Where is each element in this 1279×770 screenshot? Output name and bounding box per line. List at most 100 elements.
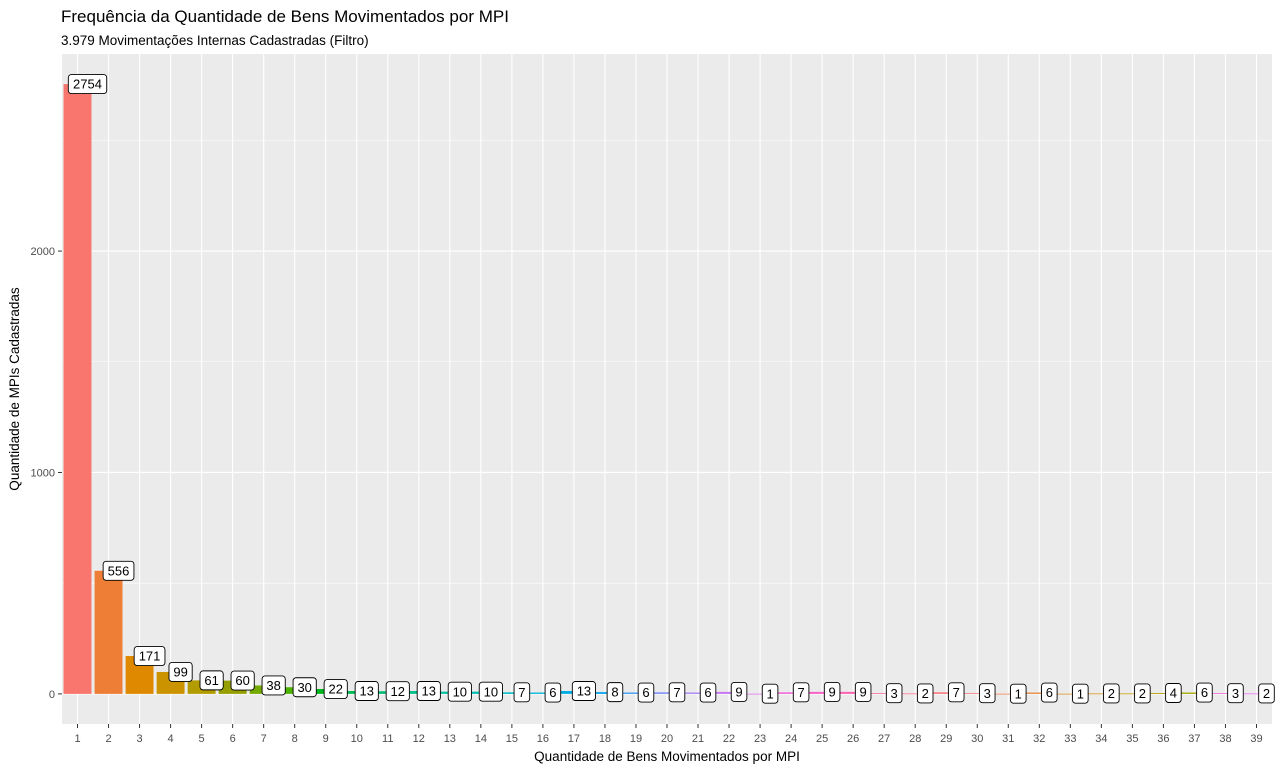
- data-label: 2754: [67, 74, 108, 95]
- data-label-text: 61: [204, 673, 218, 688]
- x-tick-label: 38: [1219, 733, 1231, 745]
- data-label: 99: [168, 662, 193, 682]
- data-label: 7: [792, 682, 810, 703]
- data-label-box: [513, 682, 531, 703]
- data-label-box: [354, 681, 379, 701]
- bar: [870, 693, 899, 695]
- data-label: 12: [385, 681, 410, 702]
- data-label: 6: [1041, 682, 1058, 703]
- bar: [1211, 693, 1240, 695]
- data-label-box: [1072, 683, 1089, 704]
- data-label: 10: [447, 681, 472, 702]
- data-label-box: [199, 670, 224, 691]
- chart-title: Frequência da Quantidade de Bens Movimen…: [61, 7, 509, 26]
- data-label: 2: [916, 683, 934, 704]
- data-label-box: [606, 682, 624, 703]
- x-tick-label: 5: [199, 733, 205, 745]
- data-label: 6: [1196, 682, 1213, 703]
- data-label-box: [230, 670, 255, 691]
- data-label-text: 6: [642, 685, 649, 700]
- bar: [94, 570, 123, 694]
- y-tick-label: 1000: [31, 467, 55, 479]
- data-label: 13: [416, 681, 441, 701]
- data-label-box: [699, 682, 717, 703]
- data-label-box: [854, 681, 872, 702]
- data-label-box: [1196, 682, 1213, 703]
- data-label: 60: [230, 670, 255, 691]
- data-label-text: 9: [829, 684, 836, 699]
- x-tick-label: 31: [1002, 733, 1014, 745]
- bar: [1180, 692, 1209, 694]
- data-label-box: [571, 681, 596, 701]
- x-tick-label: 9: [323, 733, 329, 745]
- data-label: 6: [544, 682, 562, 703]
- x-tick-label: 14: [475, 733, 487, 745]
- bar: [653, 692, 681, 694]
- data-label: 7: [513, 682, 531, 703]
- data-label-text: 7: [518, 685, 525, 700]
- data-label: 9: [854, 681, 872, 702]
- bar: [777, 692, 806, 694]
- x-tick-label: 2: [105, 733, 111, 745]
- x-tick-label: 28: [909, 733, 921, 745]
- data-label-box: [385, 681, 410, 702]
- x-tick-label: 18: [599, 733, 611, 745]
- data-label-box: [916, 683, 934, 704]
- x-tick-label: 37: [1188, 733, 1200, 745]
- x-tick-label: 34: [1095, 733, 1107, 745]
- data-label-text: 2: [1263, 686, 1270, 701]
- data-label-text: 9: [860, 684, 867, 699]
- x-tick-label: 13: [444, 733, 456, 745]
- data-label-text: 3: [984, 686, 991, 701]
- x-tick-label: 27: [878, 733, 890, 745]
- data-label-text: 22: [328, 682, 342, 697]
- y-tick-label: 0: [49, 689, 55, 701]
- data-label: 7: [668, 682, 686, 703]
- bar: [746, 693, 775, 695]
- data-label: 3: [885, 683, 903, 704]
- bar: [1025, 692, 1054, 694]
- bar: [839, 691, 868, 694]
- bar: [1087, 693, 1116, 695]
- bar: [497, 692, 526, 694]
- data-label-text: 13: [360, 684, 374, 699]
- data-label: 2: [1134, 683, 1151, 704]
- x-tick-label: 22: [723, 733, 735, 745]
- data-label-text: 6: [704, 685, 711, 700]
- data-label-text: 99: [173, 665, 187, 680]
- data-label: 1: [1010, 683, 1027, 704]
- data-label-box: [544, 682, 562, 703]
- data-label-box: [478, 681, 503, 702]
- data-label-text: 60: [235, 673, 249, 688]
- data-label-text: 7: [953, 685, 960, 700]
- data-label-text: 2: [1139, 686, 1146, 701]
- data-label-box: [637, 682, 655, 703]
- bar: [1149, 693, 1178, 694]
- x-tick-label: 30: [971, 733, 983, 745]
- data-label-box: [168, 662, 193, 682]
- chart-subtitle: 3.979 Movimentações Internas Cadastradas…: [61, 33, 369, 48]
- x-tick-label: 39: [1250, 733, 1262, 745]
- data-label-box: [67, 74, 108, 95]
- x-tick-label: 10: [351, 733, 363, 745]
- bar: [1118, 693, 1147, 695]
- x-axis-ticks: 1 2 3 4 5 6 7 8 9 10 11 12 13 14 15 16 17 18 19 20 21 22 23 24 2…: [74, 724, 1263, 745]
- data-label-text: 1: [766, 686, 773, 701]
- data-label: 13: [354, 681, 379, 701]
- x-tick-label: 8: [292, 733, 298, 745]
- data-label-text: 13: [577, 684, 591, 699]
- data-label-box: [1134, 683, 1151, 704]
- bar: [715, 691, 744, 694]
- data-label-text: 556: [108, 563, 130, 578]
- data-label: 10: [478, 681, 503, 702]
- y-axis-ticks: 0 1000 2000: [31, 246, 62, 701]
- data-label: 171: [133, 646, 166, 666]
- x-tick-label: 17: [568, 733, 580, 745]
- x-tick-label: 26: [847, 733, 859, 745]
- data-label-text: 7: [797, 685, 804, 700]
- data-label-box: [261, 675, 286, 696]
- data-label-text: 2: [922, 686, 929, 701]
- bar: [528, 692, 557, 694]
- data-label: 9: [823, 681, 841, 702]
- bar: [963, 693, 992, 695]
